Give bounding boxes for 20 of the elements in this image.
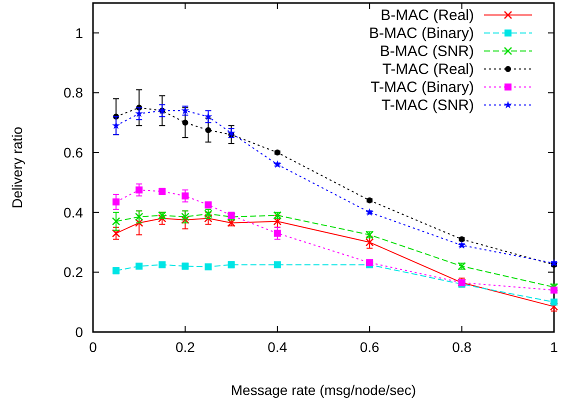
y-axis-title: Delivery ratio: [9, 126, 25, 208]
y-tick-label: 1: [75, 24, 84, 41]
x-tick-label: 0.4: [268, 339, 288, 355]
x-tick-label: 0: [89, 339, 98, 355]
legend-label: B-MAC (Real): [380, 7, 474, 24]
y-tick-label: 0.8: [64, 84, 84, 101]
y-tick-label: 0.2: [64, 264, 84, 280]
x-axis-title: Message rate (msg/node/sec): [230, 382, 416, 398]
x-tick-label: 0.8: [452, 339, 472, 355]
legend-label: T-MAC (Real): [382, 61, 474, 78]
legend-label: T-MAC (SNR): [382, 97, 474, 114]
legend-label: B-MAC (Binary): [368, 25, 474, 42]
x-tick-label: 0.6: [360, 339, 380, 355]
x-tick-label: 0.2: [175, 339, 196, 355]
y-tick-label: 0.4: [64, 204, 84, 220]
x-tick-label: 1: [550, 339, 558, 355]
y-tick-label: 0: [75, 324, 84, 340]
y-tick-label: 0.6: [64, 144, 84, 161]
legend-label: B-MAC (SNR): [380, 43, 474, 60]
legend-label: T-MAC (Binary): [370, 79, 474, 96]
